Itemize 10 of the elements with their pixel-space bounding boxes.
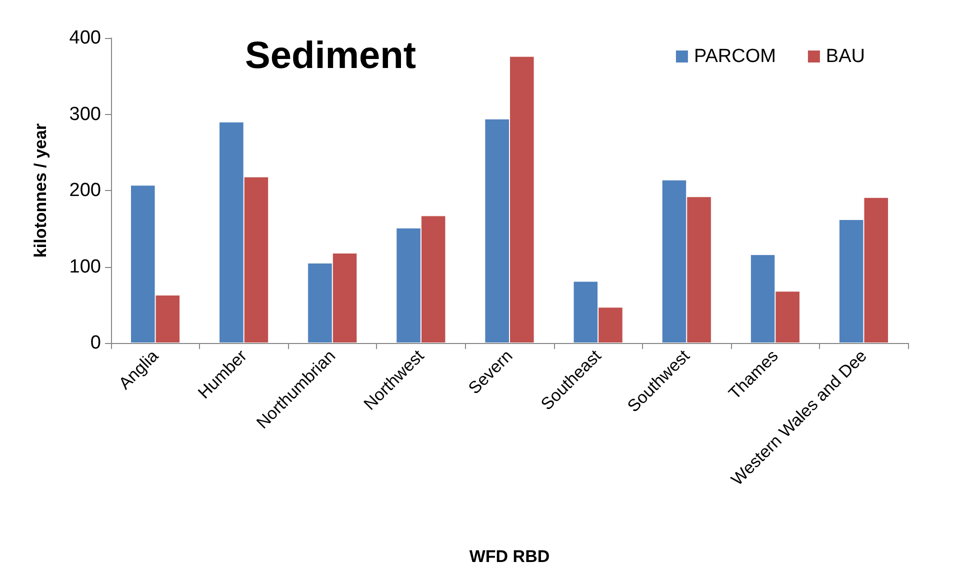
y-tick-label: 100 [69,256,101,278]
y-tick-label: 400 [69,28,101,48]
y-axis-title: kilotonnes / year [31,123,50,258]
y-tick-label: 300 [69,104,101,125]
legend-label: PARCOM [694,46,776,67]
x-axis-title: WFD RBD [469,547,550,566]
legend-label: BAU [826,46,866,67]
y-tick-label: 0 [90,332,101,354]
y-tick-label: 200 [69,180,101,201]
chart-title: Sediment [245,35,416,77]
